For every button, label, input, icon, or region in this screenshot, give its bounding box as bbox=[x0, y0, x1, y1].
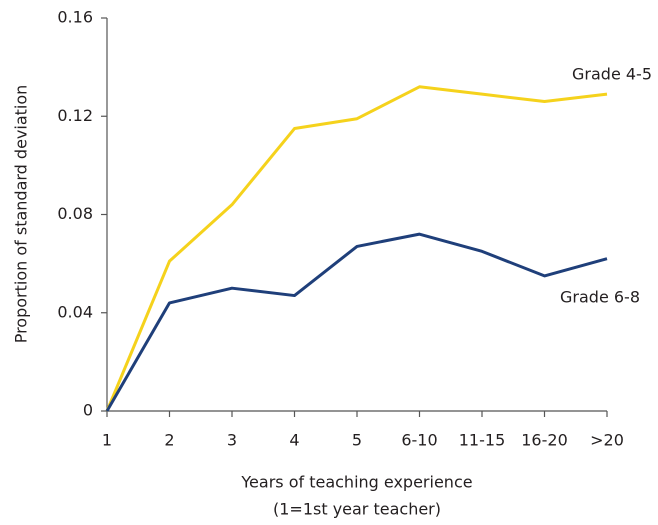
x-tick-label: 5 bbox=[352, 431, 362, 450]
y-tick-label: 0.16 bbox=[57, 8, 93, 27]
x-tick-label: 1 bbox=[102, 431, 112, 450]
line-series bbox=[105, 85, 608, 412]
x-axis-label: (1=1st year teacher) bbox=[273, 500, 441, 519]
x-tick-label: 11-15 bbox=[459, 431, 506, 450]
line-series bbox=[105, 232, 608, 412]
x-tick-label: 4 bbox=[289, 431, 299, 450]
y-tick-label: 0 bbox=[83, 401, 93, 420]
y-tick-label: 0.12 bbox=[57, 106, 93, 125]
x-tick-label: 3 bbox=[227, 431, 237, 450]
series-label: Grade 6-8 bbox=[560, 288, 640, 307]
y-tick-label: 0.04 bbox=[57, 302, 93, 321]
y-tick-label: 0.08 bbox=[57, 204, 93, 223]
series-label: Grade 4-5 bbox=[572, 65, 652, 84]
x-tick-label: 16-20 bbox=[521, 431, 568, 450]
x-tick-label: >20 bbox=[590, 431, 624, 450]
x-tick-label: 6-10 bbox=[401, 431, 437, 450]
x-axis-label: Years of teaching experience bbox=[240, 473, 472, 492]
y-axis-label: Proportion of standard deviation bbox=[12, 85, 31, 344]
x-tick-label: 2 bbox=[164, 431, 174, 450]
